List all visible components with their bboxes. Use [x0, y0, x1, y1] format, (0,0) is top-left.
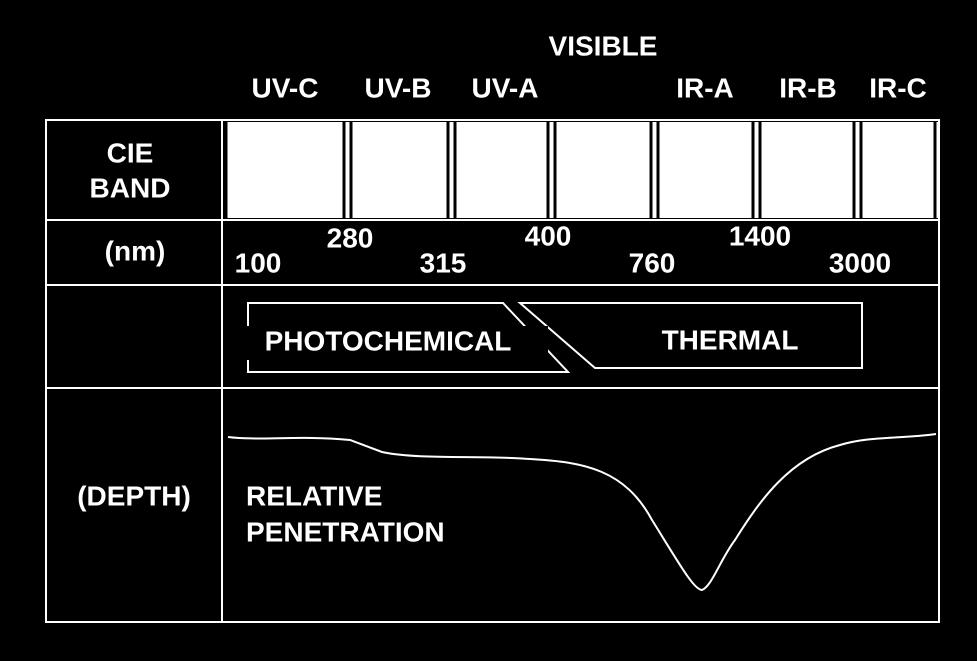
wavelength: 760	[629, 247, 676, 278]
wavelength: 3000	[829, 247, 891, 278]
penetration-curve	[227, 433, 937, 592]
band-label: IR-B	[779, 72, 837, 103]
curve-label: PENETRATION	[246, 516, 445, 547]
band-label: IR-A	[676, 72, 734, 103]
wavelength: 280	[327, 222, 374, 253]
band-separators	[224, 122, 937, 218]
row-label: CIE	[107, 137, 154, 168]
wavelength: 400	[525, 220, 572, 251]
row-label: (nm)	[105, 235, 166, 266]
curve-label: RELATIVE	[246, 480, 382, 511]
band-label: VISIBLE	[549, 30, 658, 61]
band-label: UV-B	[365, 72, 432, 103]
band-label: UV-C	[252, 72, 319, 103]
cie-band-strip	[225, 122, 938, 218]
process-label: THERMAL	[662, 324, 799, 355]
wavelength: 1400	[729, 220, 791, 251]
band-label: IR-C	[869, 72, 927, 103]
frame	[45, 119, 940, 623]
band-label: UV-A	[472, 72, 539, 103]
text-backdrop	[238, 326, 548, 360]
row-label: (DEPTH)	[77, 480, 191, 511]
wavelength: 315	[420, 247, 467, 278]
process-label: PHOTOCHEMICAL	[265, 325, 512, 356]
row-label: BAND	[90, 172, 171, 203]
thermal-box	[517, 302, 863, 369]
wavelength: 100	[235, 247, 282, 278]
